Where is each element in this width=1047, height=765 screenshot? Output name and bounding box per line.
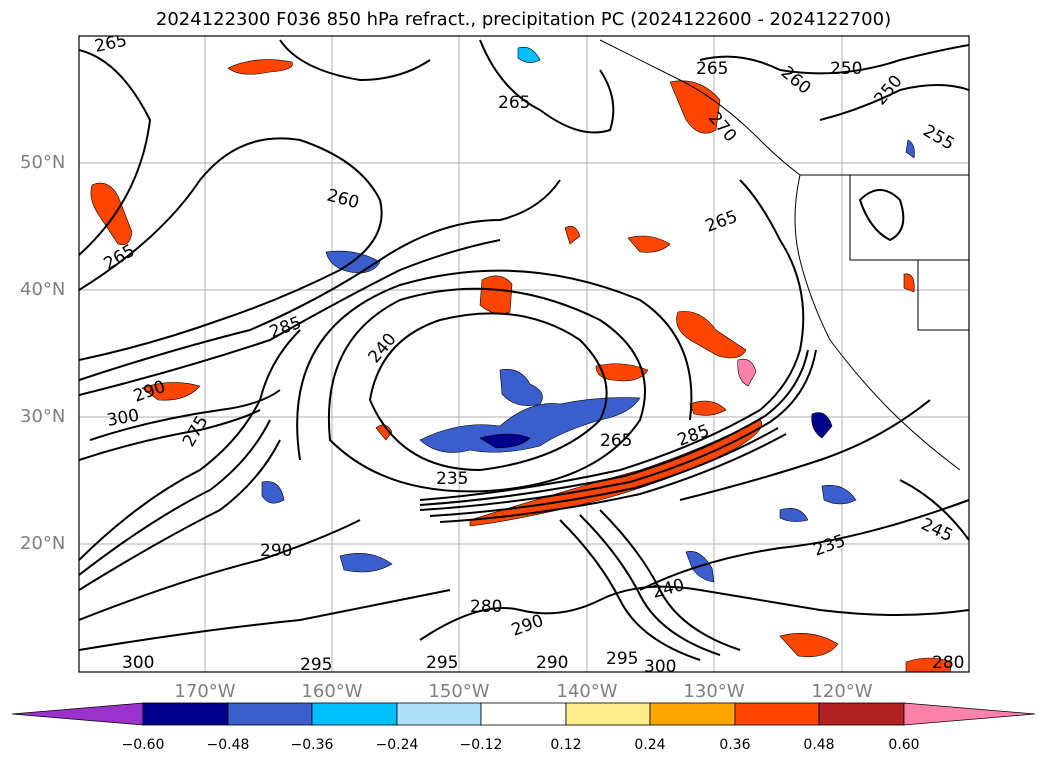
contour-label: 235: [436, 469, 468, 489]
contour-label: 265: [498, 93, 530, 113]
colorbar-swatch: [734, 702, 820, 726]
precip-negative-patch: [339, 553, 393, 573]
precip-negative-patch: [779, 508, 809, 522]
lon-label-130w: 130°W: [683, 681, 745, 702]
page-title: 2024122300 F036 850 hPa refract., precip…: [155, 9, 892, 30]
colorbar-tick: −0.48: [206, 737, 250, 753]
contour-label: 250: [830, 59, 862, 79]
precip-negative-patch: [419, 397, 641, 453]
contour-label: 265: [101, 241, 139, 275]
precip-positive-patch: [141, 382, 201, 401]
precip-positive-patch: [903, 273, 915, 293]
lat-label-20n: 20°N: [20, 533, 66, 554]
colorbar-tick: 0.48: [803, 737, 835, 753]
precip-negative-patch: [479, 433, 531, 449]
precip-positive-patch: [676, 311, 747, 359]
colorbar-tick: −0.24: [375, 737, 419, 753]
contour-label: 300: [122, 653, 154, 673]
precip-negative-patch: [905, 139, 915, 159]
precip-positive-patch: [595, 363, 649, 382]
contour-label: 265: [696, 59, 728, 79]
precip-negative-patch: [811, 412, 833, 439]
colorbar-tick: 0.60: [888, 737, 920, 753]
contour-label: 265: [703, 207, 740, 237]
coastlines: [599, 39, 969, 471]
colorbar-tick: −0.60: [121, 737, 165, 753]
refractivity-contours: [79, 39, 969, 661]
precip-negative-patch: [261, 481, 285, 504]
colorbar-tick: 0.36: [719, 737, 751, 753]
precip-positive-patch: [227, 59, 293, 75]
lat-label-40n: 40°N: [20, 279, 66, 300]
contour-label: 300: [644, 657, 676, 677]
contour-label: 250: [871, 71, 907, 109]
contour-label: 295: [426, 653, 458, 673]
colorbar-swatch: [565, 702, 651, 726]
contour-label: 295: [300, 655, 332, 675]
contour-label: 235: [811, 531, 848, 561]
colorbar-extend-high: [903, 702, 1036, 726]
contour-label: 290: [509, 611, 546, 641]
contour-label: 275: [179, 412, 213, 450]
lon-label-170w: 170°W: [174, 681, 236, 702]
contour-label: 290: [260, 541, 292, 561]
contour-label: 260: [777, 63, 815, 99]
contour-labels: 265 265 265 265 260 250 250 255 260 265 …: [93, 31, 965, 677]
precip-positive-patch: [737, 358, 757, 387]
precip-positive-patch: [375, 424, 393, 441]
contour-label: 265: [600, 431, 632, 451]
contour-label: 260: [325, 186, 362, 214]
colorbar: [11, 702, 1036, 726]
precip-positive-patch: [689, 400, 727, 416]
contour-label: 285: [267, 313, 304, 343]
colorbar-extend-low: [11, 702, 144, 726]
precip-positive-patch: [90, 182, 133, 246]
contour-label: 290: [131, 377, 168, 407]
colorbar-swatch: [649, 702, 736, 726]
contour-label: 255: [920, 121, 958, 155]
lat-label-50n: 50°N: [20, 152, 66, 173]
colorbar-tick: 0.12: [550, 737, 582, 753]
colorbar-swatch: [227, 702, 313, 726]
colorbar-swatch: [311, 702, 398, 726]
contour-label: 295: [606, 649, 638, 669]
colorbar-swatch: [396, 702, 482, 726]
contour-label: 240: [650, 575, 687, 603]
contour-label: 245: [918, 514, 956, 546]
colorbar-tick: −0.36: [290, 737, 334, 753]
contour-label: 290: [536, 653, 568, 673]
lon-label-150w: 150°W: [428, 681, 490, 702]
contour-label: 240: [365, 329, 401, 367]
lat-label-30n: 30°N: [20, 406, 66, 427]
precip-positive-patch: [669, 80, 721, 134]
colorbar-swatch: [818, 702, 905, 726]
precip-positive-patch: [479, 275, 513, 315]
colorbar-tick: 0.24: [634, 737, 666, 753]
colorbar-tick: −0.12: [459, 737, 503, 753]
colorbar-swatch: [480, 702, 567, 726]
precip-shading: [90, 46, 953, 672]
contour-label: 280: [932, 653, 964, 673]
precip-positive-patch: [564, 225, 581, 245]
lon-label-160w: 160°W: [301, 681, 363, 702]
precip-negative-patch: [821, 485, 857, 505]
lon-label-120w: 120°W: [811, 681, 873, 702]
precip-positive-patch: [779, 633, 839, 658]
gridlines: [79, 36, 969, 672]
precip-positive-patch: [905, 657, 953, 672]
precip-negative-patch: [499, 369, 543, 406]
contour-label: 265: [93, 31, 129, 57]
colorbar-swatch: [142, 702, 229, 726]
precip-positive-patch: [627, 235, 671, 253]
plot-frame: [78, 35, 970, 673]
lon-label-140w: 140°W: [556, 681, 618, 702]
precip-negative-patch: [517, 46, 541, 63]
contour-label: 280: [470, 597, 502, 617]
